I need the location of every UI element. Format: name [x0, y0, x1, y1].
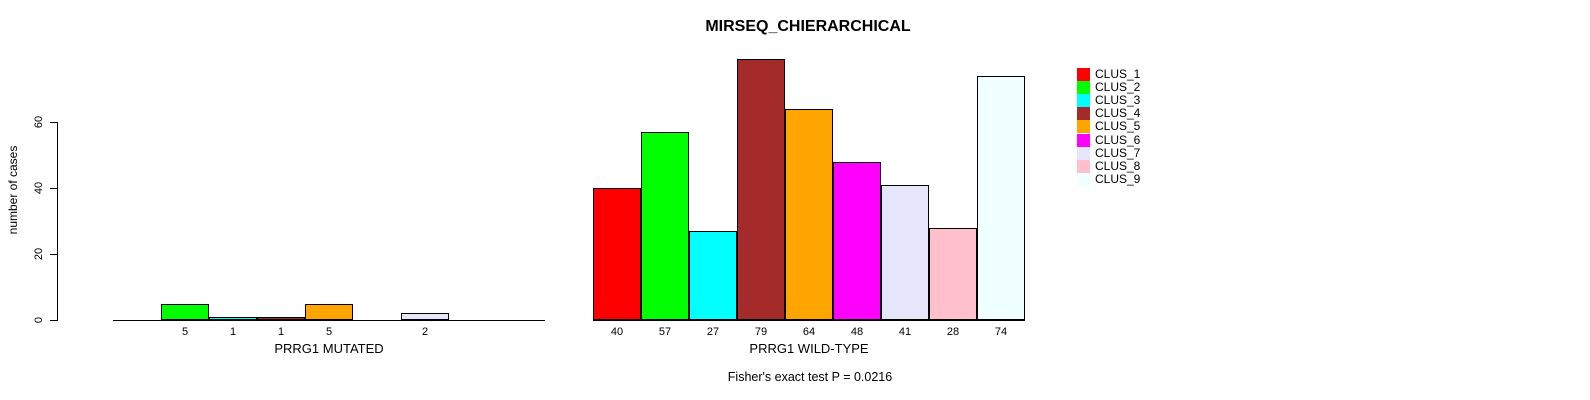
bar-clus_4: [737, 59, 785, 320]
legend-swatch-clus_9: [1077, 172, 1090, 186]
legend-swatch-clus_1: [1077, 68, 1090, 82]
x-axis-baseline: [593, 320, 1025, 321]
bar-value-label: 40: [610, 326, 624, 338]
legend-item: CLUS_8: [1077, 158, 1141, 173]
legend-label: CLUS_4: [1095, 106, 1141, 121]
y-tick: [50, 320, 57, 321]
bar-clus_7: [401, 313, 449, 320]
y-tick: [50, 122, 57, 123]
bar-clus_8: [929, 227, 977, 320]
legend-swatch-clus_4: [1077, 107, 1090, 121]
bar-value-label: 64: [802, 326, 816, 338]
legend-label: CLUS_2: [1095, 80, 1141, 95]
legend-item: CLUS_5: [1077, 119, 1141, 134]
x-axis-label-mutated: PRRG1 MUTATED: [274, 341, 384, 356]
legend-label: CLUS_1: [1095, 67, 1141, 82]
bar-value-label: 28: [946, 326, 960, 338]
bar-clus_2: [161, 303, 209, 320]
y-tick: [50, 188, 57, 189]
y-axis-line: [57, 122, 58, 321]
legend-item: CLUS_7: [1077, 145, 1141, 160]
x-axis-baseline: [113, 320, 545, 321]
bar-value-label: 79: [754, 326, 768, 338]
bar-value-label: 74: [994, 326, 1008, 338]
bar-clus_6: [833, 161, 881, 320]
legend-swatch-clus_5: [1077, 120, 1090, 134]
legend-item: CLUS_4: [1077, 106, 1141, 121]
legend-label: CLUS_3: [1095, 93, 1141, 108]
bar-clus_4: [257, 316, 305, 320]
bar-value-label: 57: [658, 326, 672, 338]
bar-clus_2: [641, 131, 689, 320]
legend-item: CLUS_6: [1077, 132, 1141, 147]
y-tick-label: 0: [33, 316, 45, 324]
y-tick-label: 60: [33, 115, 45, 129]
legend-swatch-clus_2: [1077, 81, 1090, 95]
bar-value-label: 5: [181, 326, 189, 338]
legend-label: CLUS_8: [1095, 158, 1141, 173]
bar-clus_5: [785, 108, 833, 320]
y-tick: [50, 254, 57, 255]
legend: CLUS_1 CLUS_2 CLUS_3 CLUS_4 CLUS_5 CLUS_6 CLUS…: [1077, 68, 1140, 186]
legend-item: CLUS_2: [1077, 80, 1141, 95]
bar-clus_3: [209, 316, 257, 320]
legend-item: CLUS_1: [1077, 67, 1141, 82]
legend-item: CLUS_9: [1077, 171, 1141, 186]
bar-value-label: 5: [325, 326, 333, 338]
legend-label: CLUS_6: [1095, 132, 1141, 147]
legend-swatch-clus_6: [1077, 133, 1090, 147]
legend-item: CLUS_3: [1077, 93, 1141, 108]
bar-value-label: 41: [898, 326, 912, 338]
legend-label: CLUS_7: [1095, 145, 1141, 160]
y-tick-label: 20: [33, 247, 45, 261]
y-axis-title: number of cases: [6, 145, 20, 235]
legend-swatch-clus_8: [1077, 159, 1090, 173]
bar-clus_1: [593, 188, 641, 320]
legend-label: CLUS_9: [1095, 171, 1141, 186]
chart-title: MIRSEQ_CHIERARCHICAL: [705, 18, 911, 35]
bar-value-label: 1: [277, 326, 285, 338]
bar-clus_5: [305, 303, 353, 320]
bar-value-label: 48: [850, 326, 864, 338]
bar-clus_9: [977, 75, 1025, 320]
bar-value-label: 2: [421, 326, 429, 338]
bar-clus_7: [881, 184, 929, 320]
x-axis-label-wildtype: PRRG1 WILD-TYPE: [749, 341, 869, 356]
bar-clus_3: [689, 230, 737, 320]
fisher-test-annotation: Fisher's exact test P = 0.0216: [727, 370, 893, 384]
bar-value-label: 27: [706, 326, 720, 338]
legend-label: CLUS_5: [1095, 119, 1141, 134]
legend-swatch-clus_7: [1077, 146, 1090, 160]
y-tick-label: 40: [33, 181, 45, 195]
bar-value-label: 1: [229, 326, 237, 338]
legend-swatch-clus_3: [1077, 94, 1090, 108]
